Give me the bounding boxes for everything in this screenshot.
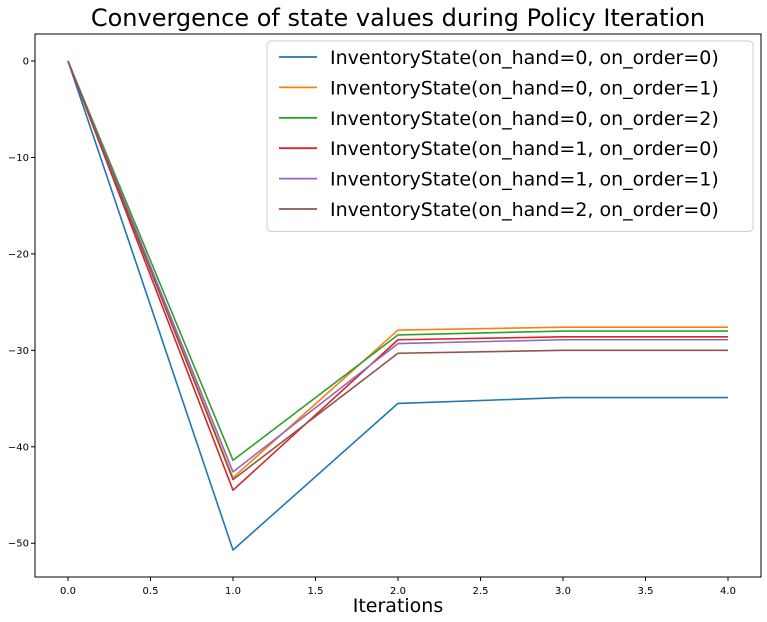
x-tick-label: 2.0 (390, 586, 406, 597)
series-line-5 (67, 60, 728, 481)
series-line-2 (67, 60, 728, 462)
series-line-3 (67, 60, 728, 492)
y-tick-label: −40 (8, 442, 29, 453)
x-tick-label: 3.0 (555, 586, 571, 597)
legend-entry-label: InventoryState(on_hand=0, on_order=2) (330, 108, 719, 130)
x-axis-label: Iterations (353, 595, 444, 617)
legend-entry-label: InventoryState(on_hand=0, on_order=1) (330, 77, 719, 99)
x-tick-label: 2.5 (473, 586, 489, 597)
x-tick-label: 1.5 (308, 586, 324, 597)
legend-entry-label: InventoryState(on_hand=1, on_order=0) (330, 138, 719, 160)
legend-box (266, 40, 754, 232)
x-tick-label: 3.5 (638, 586, 654, 597)
x-tick-label: 4.0 (720, 586, 736, 597)
y-tick-label: −10 (8, 153, 29, 164)
y-tick-label: −30 (8, 346, 29, 357)
x-tick-label: 0.0 (60, 586, 76, 597)
y-tick-label: −20 (8, 249, 29, 260)
y-tick-label: −50 (8, 539, 29, 550)
x-tick-label: 0.5 (143, 586, 159, 597)
legend-entry-label: InventoryState(on_hand=0, on_order=0) (330, 47, 719, 69)
chart-title: Convergence of state values during Polic… (91, 4, 705, 32)
series-line-0 (67, 60, 728, 551)
x-tick-label: 1.0 (225, 586, 241, 597)
plot-area: 0.0 0.5 1.0 1.5 2.0 2.5 3.0 3.5 4.0 0 −10 −20 −30 −40… (8, 33, 762, 597)
y-tick-label: 0 (23, 57, 29, 68)
legend-entry-label: InventoryState(on_hand=1, on_order=1) (330, 169, 719, 191)
series-line-4 (67, 60, 728, 473)
legend-entry-label: InventoryState(on_hand=2, on_order=0) (330, 199, 719, 221)
